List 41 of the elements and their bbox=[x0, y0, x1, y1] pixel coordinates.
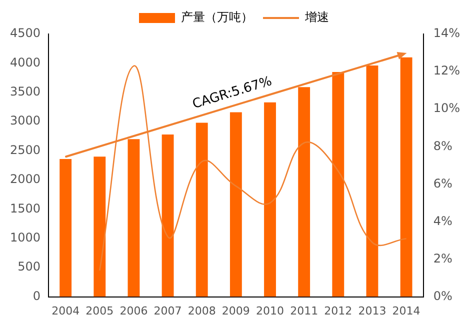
bar bbox=[94, 156, 106, 297]
x-tick-label: 2005 bbox=[86, 304, 114, 318]
bar bbox=[128, 139, 140, 297]
x-tick-label: 2014 bbox=[392, 304, 420, 318]
bar bbox=[332, 72, 344, 297]
x-tick-label: 2012 bbox=[324, 304, 352, 318]
y2-tick-label: 12% bbox=[433, 64, 460, 78]
y-tick-label: 3000 bbox=[10, 114, 41, 128]
y2-tick-label: 10% bbox=[433, 101, 460, 116]
legend-label: 产量（万吨） bbox=[181, 10, 253, 24]
bar bbox=[366, 66, 378, 297]
y2-tick-label: 14% bbox=[433, 26, 460, 40]
x-tick-label: 2011 bbox=[290, 304, 318, 318]
y-tick-label: 1000 bbox=[10, 230, 41, 245]
y-tick-label: 0 bbox=[32, 288, 41, 303]
legend-label: 增速 bbox=[304, 10, 329, 24]
y-tick-label: 4000 bbox=[10, 55, 41, 70]
y2-tick-label: 0% bbox=[433, 288, 452, 303]
bar bbox=[162, 134, 174, 297]
y-tick-label: 3500 bbox=[10, 84, 41, 99]
y2-tick-label: 4% bbox=[433, 214, 452, 228]
x-tick-label: 2007 bbox=[154, 304, 182, 318]
x-tick-label: 2013 bbox=[358, 304, 386, 318]
y-tick-label: 2000 bbox=[10, 172, 41, 186]
y2-tick-label: 8% bbox=[433, 138, 452, 153]
y-tick-label: 4500 bbox=[10, 26, 41, 40]
bar bbox=[298, 87, 310, 297]
y2-tick-label: 2% bbox=[433, 251, 452, 266]
bar bbox=[60, 158, 72, 297]
x-tick-label: 2010 bbox=[256, 304, 284, 318]
y-tick-label: 500 bbox=[18, 260, 41, 274]
y2-tick-label: 6% bbox=[433, 176, 452, 190]
x-tick-label: 2004 bbox=[52, 304, 80, 318]
bar bbox=[196, 122, 208, 297]
bar bbox=[230, 112, 242, 297]
x-tick-label: 2006 bbox=[120, 304, 148, 318]
line-series bbox=[98, 65, 407, 272]
x-tick-label: 2009 bbox=[222, 304, 250, 318]
y-tick-label: 2500 bbox=[10, 142, 41, 157]
y-tick-label: 1500 bbox=[10, 201, 41, 216]
x-tick-label: 2008 bbox=[188, 304, 216, 318]
